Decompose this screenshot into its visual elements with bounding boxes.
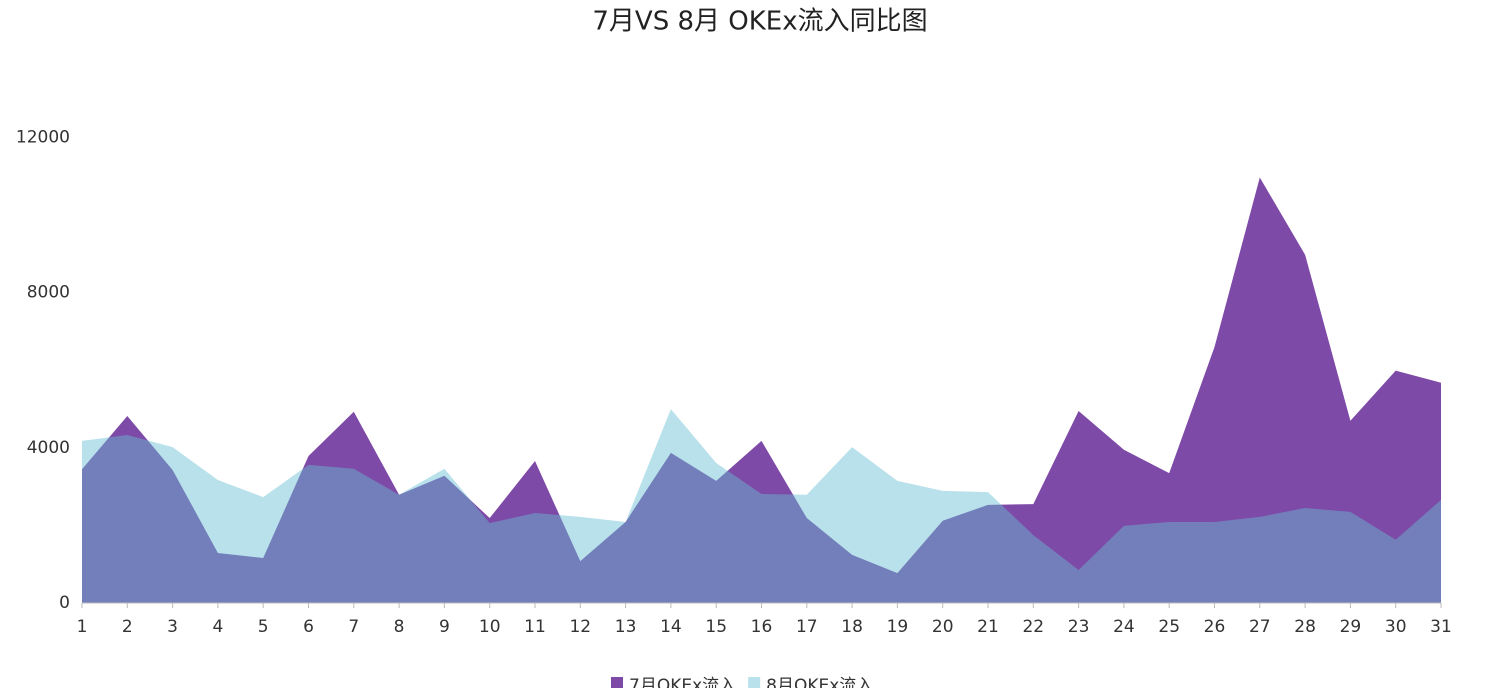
x-tick-label: 8: [394, 617, 405, 637]
chart-title: 7月VS 8月 OKEx流入同比图: [592, 7, 927, 37]
y-tick-label: 12000: [16, 128, 70, 148]
area: [82, 177, 1441, 603]
y-tick-label: 8000: [27, 283, 70, 303]
x-tick-label: 1: [77, 617, 88, 637]
x-tick-label: 31: [1430, 617, 1452, 637]
x-tick-label: 19: [887, 617, 909, 637]
x-tick-label: 21: [977, 617, 999, 637]
x-tick-label: 13: [615, 617, 637, 637]
x-tick-label: 15: [705, 617, 727, 637]
x-tick-label: 3: [167, 617, 178, 637]
x-tick-label: 26: [1204, 617, 1226, 637]
x-tick-label: 28: [1294, 617, 1316, 637]
x-tick-label: 12: [569, 617, 591, 637]
x-tick-label: 17: [796, 617, 818, 637]
x-tick-label: 25: [1158, 617, 1180, 637]
x-tick-label: 30: [1385, 617, 1407, 637]
x-tick-label: 2: [122, 617, 133, 637]
x-tick-label: 11: [524, 617, 546, 637]
x-tick-label: 14: [660, 617, 682, 637]
x-tick-label: 27: [1249, 617, 1271, 637]
legend-swatch: [748, 677, 761, 688]
y-tick-label: 4000: [27, 438, 70, 458]
x-tick-label: 24: [1113, 617, 1135, 637]
x-tick-label: 9: [439, 617, 450, 637]
x-tick-label: 7: [348, 617, 359, 637]
x-tick-label: 22: [1022, 617, 1044, 637]
x-tick-label: 6: [303, 617, 314, 637]
legend-label: 8月OKEx流入: [766, 676, 873, 688]
x-tick-label: 18: [841, 617, 863, 637]
legend-swatch: [611, 677, 623, 688]
legend-label: 7月OKEx流入: [629, 676, 736, 688]
y-tick-label: 0: [59, 593, 70, 613]
x-tick-label: 4: [212, 617, 223, 637]
area: [82, 409, 1441, 603]
x-tick-label: 23: [1068, 617, 1090, 637]
x-tick-label: 5: [258, 617, 269, 637]
x-tick-label: 16: [751, 617, 773, 637]
x-tick-label: 29: [1340, 617, 1362, 637]
x-tick-label: 20: [932, 617, 954, 637]
x-tick-label: 10: [479, 617, 501, 637]
